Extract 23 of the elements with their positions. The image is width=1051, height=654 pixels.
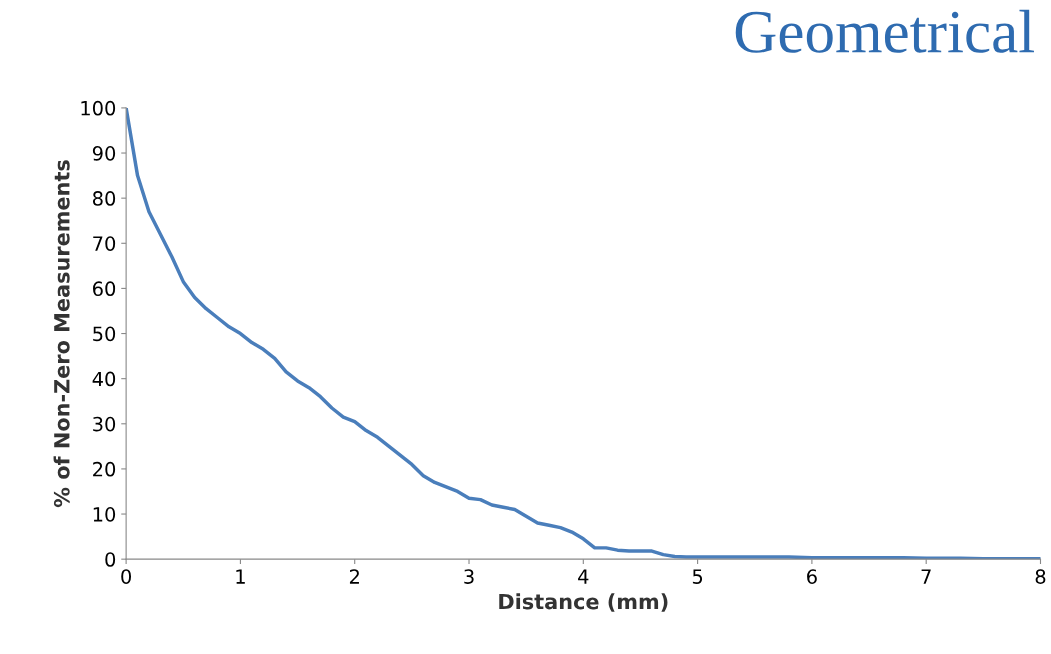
x-tick-label: 4 [578,569,589,584]
x-tick-label: 5 [692,569,703,584]
y-tick-label: 100 [81,100,116,116]
y-tick-label: 50 [93,326,116,342]
x-tick-label: 3 [464,569,474,584]
x-tick-label: 7 [921,569,931,584]
y-axis-title: % of Non-Zero Measurements [53,160,70,508]
y-tick-label: 80 [92,191,116,206]
x-tick-label: 6 [807,569,817,584]
x-tick-label: 1 [236,569,245,584]
x-tick-label: 0 [121,569,132,584]
y-tick-label: 90 [92,145,116,161]
x-tick-label: 8 [1035,569,1046,584]
y-tick-label: 0 [105,552,116,567]
x-tick-label: 2 [349,569,359,584]
y-tick-label: 40 [92,371,116,387]
y-tick-label: 70 [93,236,116,251]
y-tick-label: 20 [93,461,116,477]
y-tick-label: 10 [93,507,116,522]
x-axis-title: Distance (mm) [499,593,668,612]
y-tick-label: 30 [93,416,116,432]
text: Geometrical [735,9,1034,53]
y-tick-label: 60 [93,281,116,297]
